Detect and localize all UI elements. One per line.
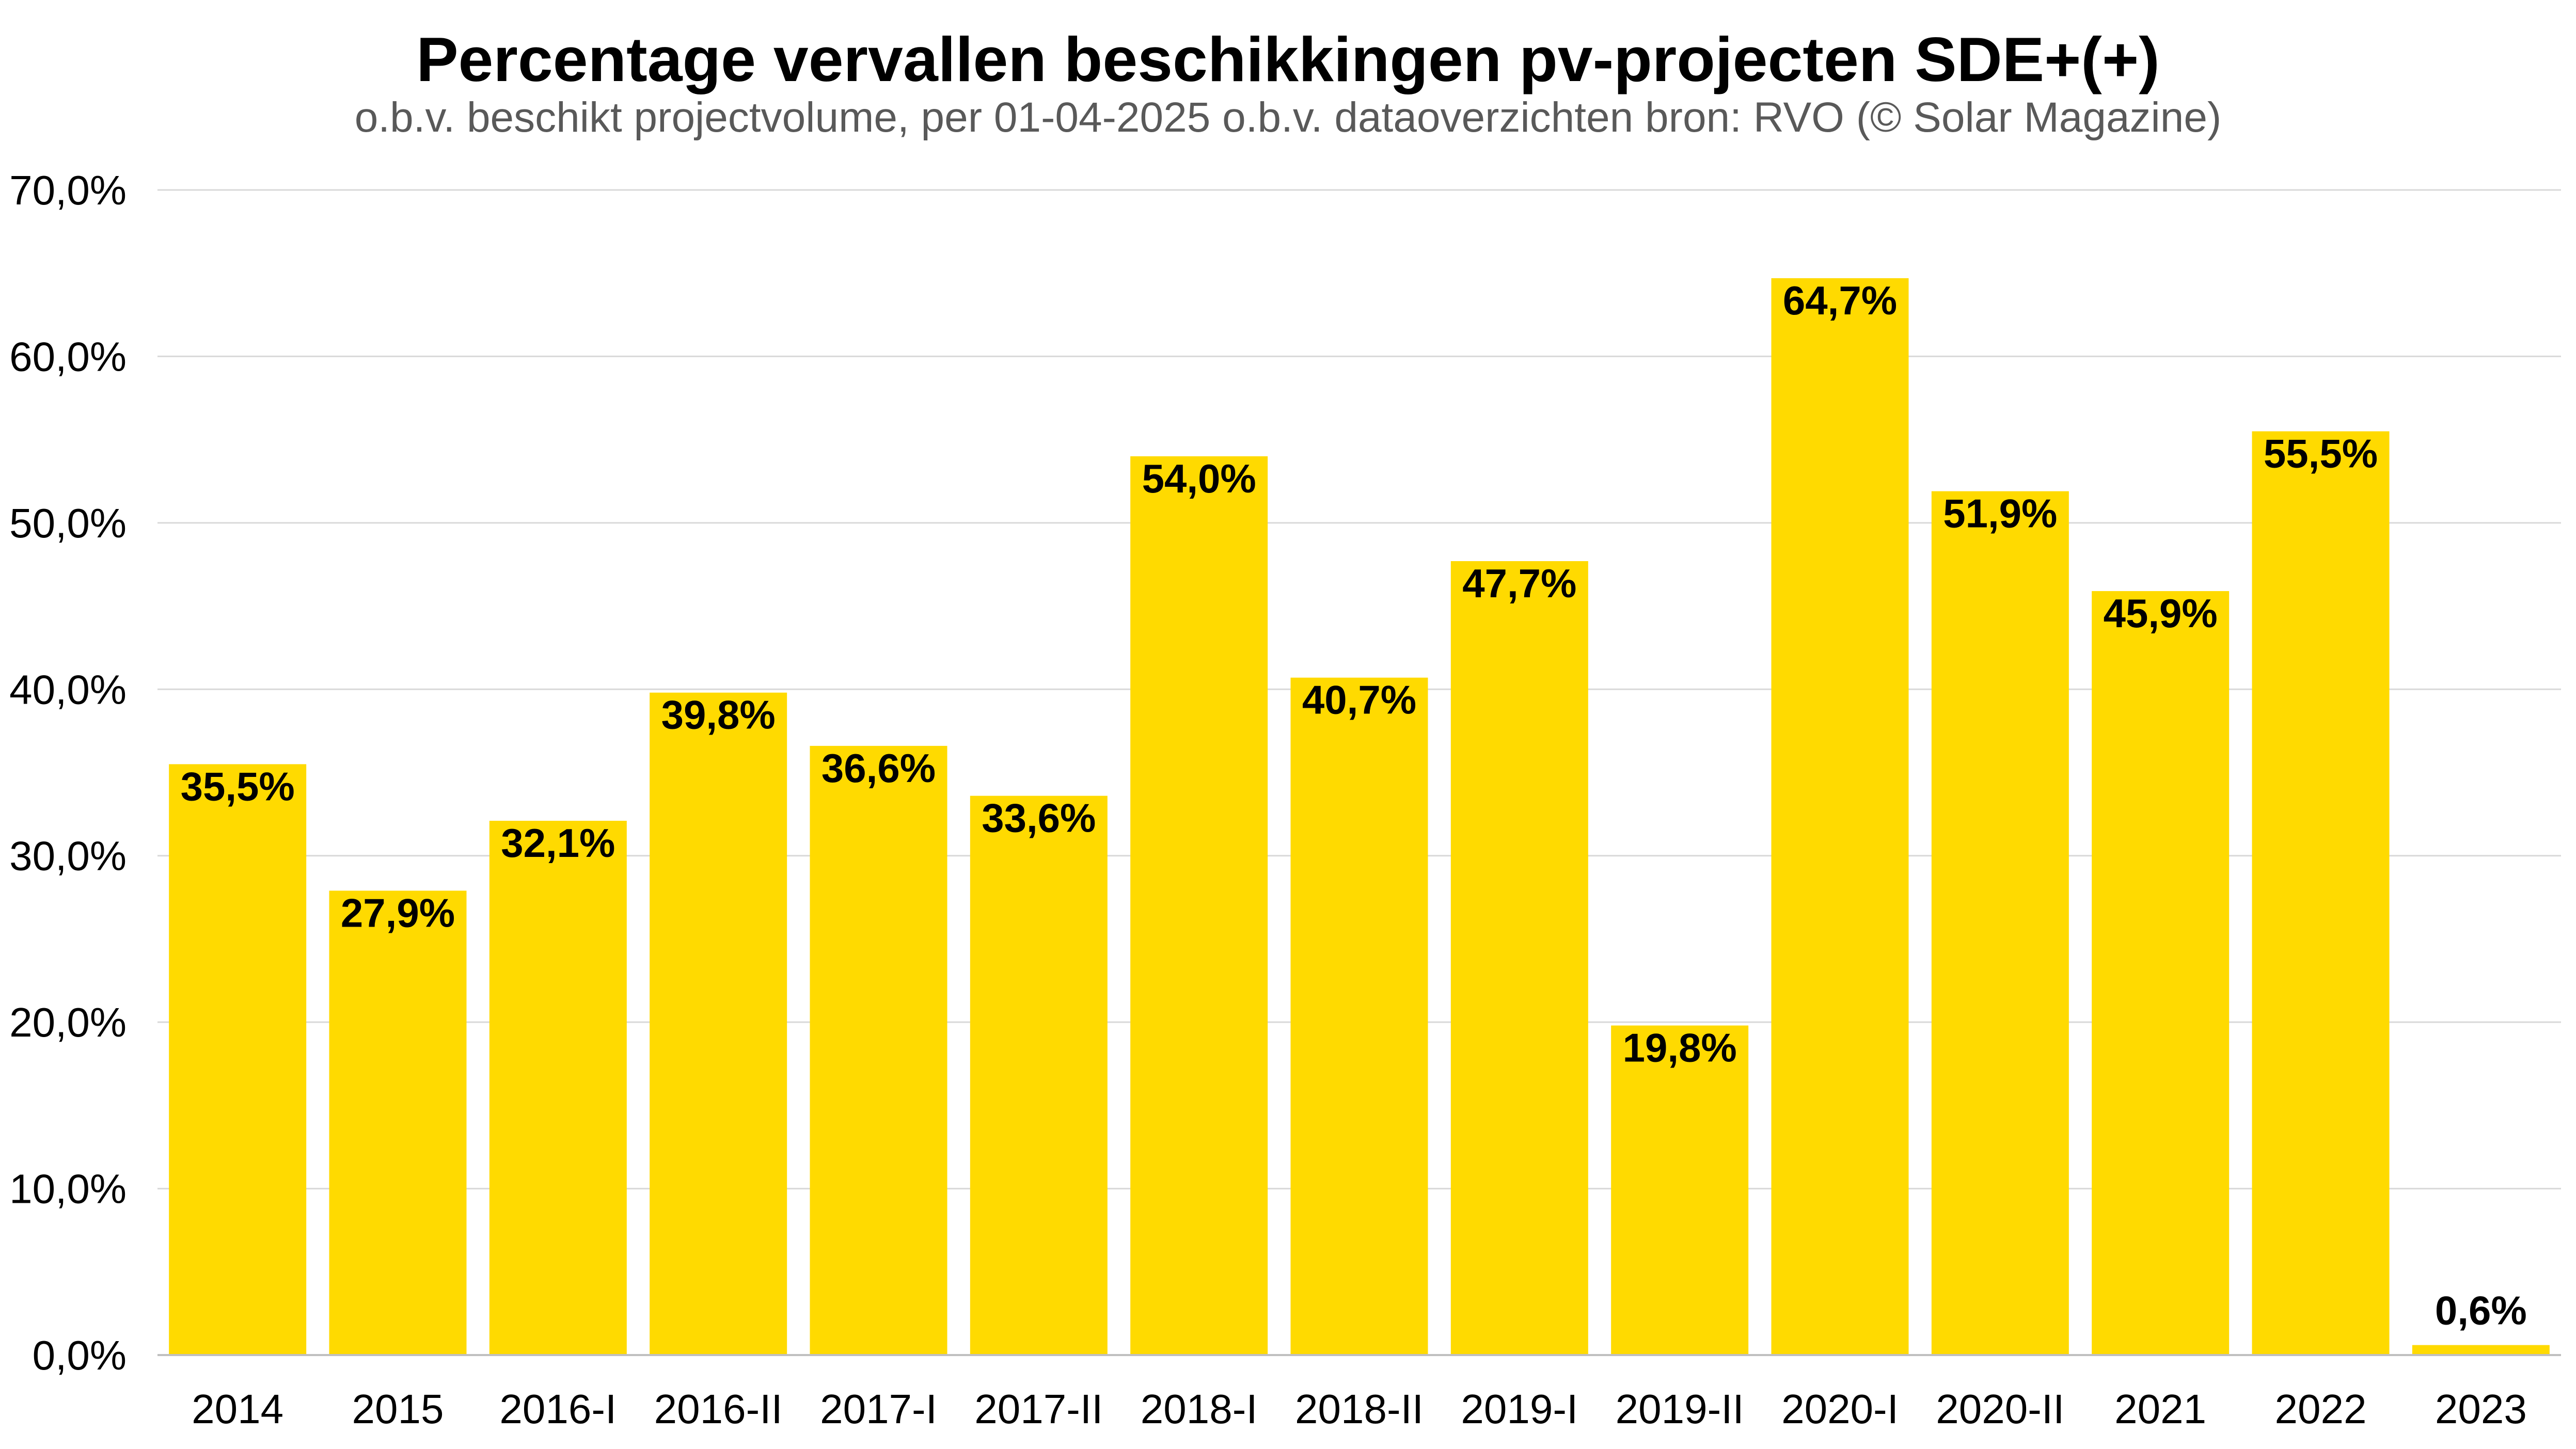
bar <box>489 821 627 1355</box>
chart-subtitle: o.b.v. beschikt projectvolume, per 01-04… <box>354 94 2222 141</box>
x-tick-label: 2014 <box>192 1386 283 1432</box>
data-label: 36,6% <box>821 745 936 791</box>
data-label: 32,1% <box>501 820 615 866</box>
y-tick-label: 20,0% <box>9 999 127 1045</box>
x-tick-label: 2019-II <box>1616 1386 1744 1432</box>
x-tick-label: 2018-I <box>1141 1386 1258 1432</box>
y-axis-tick-labels: 0,0% 10,0% 20,0% 30,0% 40,0% 50,0% 60,0% 70,0% <box>9 167 127 1378</box>
bar <box>2252 431 2390 1355</box>
chart-title: Percentage vervallen beschikkingen pv-pr… <box>416 24 2160 94</box>
data-label: 54,0% <box>1142 456 1256 501</box>
data-label: 19,8% <box>1623 1025 1737 1071</box>
x-tick-label: 2017-I <box>820 1386 937 1432</box>
x-tick-label: 2020-I <box>1781 1386 1899 1432</box>
y-tick-label: 30,0% <box>9 833 127 879</box>
x-tick-label: 2021 <box>2114 1386 2206 1432</box>
y-tick-label: 40,0% <box>9 666 127 712</box>
bar <box>169 764 307 1355</box>
data-label: 45,9% <box>2104 591 2218 636</box>
data-labels: 35,5% 27,9% 32,1% 39,8% 36,6% 33,6% 54,0% 40,7%… <box>181 278 2527 1333</box>
x-tick-label: 2016-II <box>654 1386 783 1432</box>
bar <box>1611 1025 1749 1355</box>
y-tick-label: 10,0% <box>9 1166 127 1212</box>
data-label: 27,9% <box>341 890 455 935</box>
x-tick-label: 2015 <box>352 1386 444 1432</box>
x-tick-label: 2018-II <box>1295 1386 1424 1432</box>
x-tick-label: 2020-II <box>1936 1386 2064 1432</box>
data-label: 39,8% <box>661 692 776 738</box>
bar <box>970 795 1108 1355</box>
bar <box>810 745 947 1355</box>
x-tick-label: 2023 <box>2435 1386 2527 1432</box>
y-tick-label: 70,0% <box>9 167 127 213</box>
data-label: 0,6% <box>2435 1288 2527 1333</box>
x-axis-tick-labels: 2014 2015 2016-I 2016-II 2017-I 2017-II 2018-I… <box>192 1386 2527 1432</box>
bar <box>1450 561 1588 1355</box>
bar <box>1130 456 1268 1355</box>
y-tick-label: 0,0% <box>33 1332 127 1378</box>
x-tick-label: 2019-I <box>1461 1386 1578 1432</box>
y-tick-label: 60,0% <box>9 333 127 379</box>
data-label: 40,7% <box>1302 677 1416 723</box>
y-tick-label: 50,0% <box>9 500 127 546</box>
bar <box>2092 591 2230 1355</box>
x-tick-label: 2016-I <box>499 1386 617 1432</box>
bar <box>1931 491 2069 1355</box>
x-tick-label: 2022 <box>2275 1386 2367 1432</box>
bar <box>650 692 787 1355</box>
bars <box>169 278 2550 1355</box>
x-tick-label: 2017-II <box>974 1386 1103 1432</box>
data-label: 51,9% <box>1943 491 2057 536</box>
bar <box>329 890 467 1355</box>
bar <box>1771 278 1909 1355</box>
data-label: 33,6% <box>982 795 1096 841</box>
bar <box>2412 1345 2550 1355</box>
data-label: 47,7% <box>1462 561 1576 606</box>
data-label: 35,5% <box>181 763 295 809</box>
data-label: 64,7% <box>1783 278 1897 323</box>
data-label: 55,5% <box>2264 431 2378 476</box>
bar <box>1290 677 1428 1355</box>
